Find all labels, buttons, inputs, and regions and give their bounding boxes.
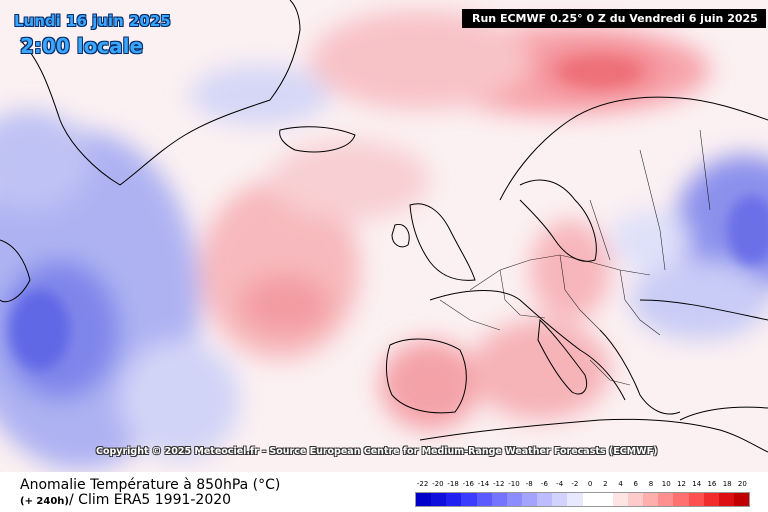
anomaly-map: Lundi 16 juin 2025 2:00 locale Run ECMWF… (0, 0, 768, 472)
legend-swatch (476, 493, 492, 506)
legend-label: 0 (587, 480, 593, 488)
legend-swatch (733, 493, 750, 506)
legend-swatch (491, 493, 507, 506)
legend-label: -22 (416, 480, 429, 488)
legend-swatch (597, 493, 613, 506)
coastlines (0, 0, 768, 453)
legend-label: -2 (571, 480, 579, 488)
legend-swatch (431, 493, 447, 506)
legend-swatch (506, 493, 522, 506)
legend-labels: -22 -20 -18 -16 -14 -12 -10 -8 -6 -4 -2 0 2 4 6 8 10 12 14… (415, 480, 750, 492)
legend-label: 16 (707, 480, 717, 488)
run-info-banner: Run ECMWF 0.25° 0 Z du Vendredi 6 juin 2… (462, 9, 766, 28)
local-time: 2:00 locale (20, 34, 144, 58)
chart-subtitle: (+ 240h)/ Clim ERA5 1991-2020 (20, 492, 231, 508)
chart-title: Anomalie Température à 850hPa (°C) (20, 477, 281, 493)
legend-label: 2 (603, 480, 608, 488)
color-legend (415, 492, 750, 507)
legend-swatch (673, 493, 689, 506)
legend-label: -16 (462, 480, 474, 488)
borders (439, 129, 711, 386)
legend-swatch (552, 493, 568, 506)
legend-swatch (521, 493, 538, 506)
legend-label: 14 (692, 480, 702, 488)
legend-label: -4 (556, 480, 564, 488)
legend-label: 6 (633, 480, 639, 488)
legend-label: -12 (493, 480, 505, 488)
legend-swatch (567, 493, 583, 506)
legend-label: 12 (677, 480, 686, 488)
legend-swatch (461, 493, 477, 506)
legend-swatch (416, 493, 432, 506)
legend-label: -8 (525, 480, 533, 488)
legend-label: -18 (447, 480, 459, 488)
legend-label: 8 (648, 480, 654, 488)
legend-label: -20 (432, 480, 444, 488)
legend-swatch (688, 493, 704, 506)
forecast-date: Lundi 16 juin 2025 (14, 12, 171, 30)
legend-label: -10 (508, 480, 520, 488)
legend-label: 10 (661, 480, 671, 488)
legend-swatch (643, 493, 659, 506)
lead-time: (+ 240h) (20, 496, 69, 507)
legend-label: 20 (737, 480, 747, 488)
legend-swatch (718, 493, 734, 506)
legend-swatch (582, 493, 598, 506)
legend-label: -14 (477, 480, 490, 488)
climatology-label: / Clim ERA5 1991-2020 (69, 492, 232, 508)
legend-swatch (446, 493, 462, 506)
legend-label: 18 (722, 480, 732, 488)
legend-swatch (703, 493, 719, 506)
legend-label: 4 (618, 480, 623, 488)
legend-swatch (612, 493, 628, 506)
copyright-text: Copyright © 2025 Meteociel.fr - Source E… (96, 446, 658, 457)
legend-swatch (537, 493, 553, 506)
legend-swatch (658, 493, 674, 506)
legend-label: -6 (540, 480, 548, 488)
legend-swatch (627, 493, 644, 506)
